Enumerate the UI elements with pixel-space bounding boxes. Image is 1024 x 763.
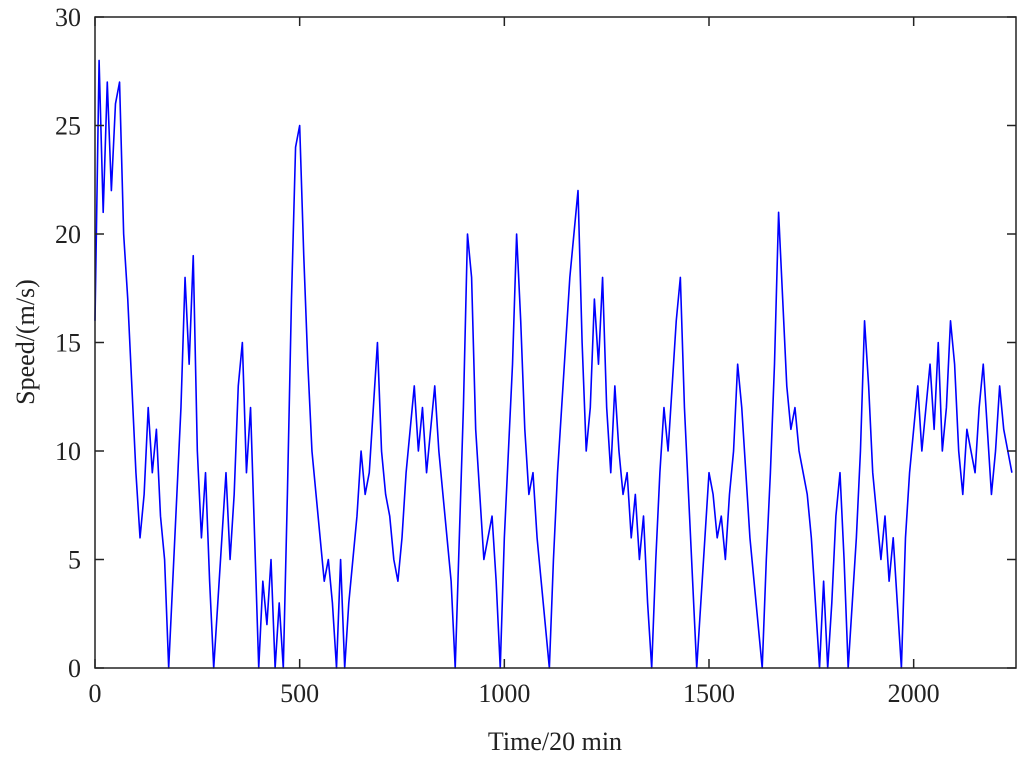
x-tick-label: 2000: [888, 679, 940, 708]
y-tick-label: 25: [55, 112, 81, 141]
y-tick-label: 10: [55, 437, 81, 466]
y-tick-label: 0: [68, 654, 81, 683]
y-axis-label: Speed/(m/s): [11, 279, 40, 405]
plot-frame: [94, 16, 1017, 669]
y-tick-label: 5: [68, 546, 81, 575]
x-axis-label: Time/20 min: [488, 727, 622, 756]
x-tick-label: 500: [280, 679, 319, 708]
x-tick-label: 0: [89, 679, 102, 708]
y-tick-label: 20: [55, 220, 81, 249]
x-tick-label: 1000: [478, 679, 530, 708]
data-line: [94, 59, 1013, 669]
y-tick-label: 30: [55, 3, 81, 32]
x-tick-label: 1500: [683, 679, 735, 708]
y-tick-label: 15: [55, 329, 81, 358]
